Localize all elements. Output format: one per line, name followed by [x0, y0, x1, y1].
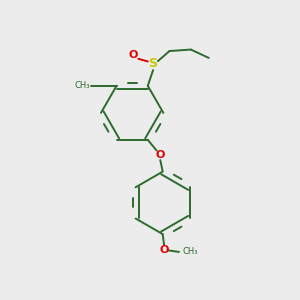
Text: O: O	[156, 150, 165, 160]
Text: CH₃: CH₃	[183, 248, 198, 256]
Text: O: O	[159, 245, 169, 255]
Text: CH₃: CH₃	[74, 81, 90, 90]
Text: S: S	[148, 57, 158, 70]
Text: O: O	[129, 50, 138, 60]
